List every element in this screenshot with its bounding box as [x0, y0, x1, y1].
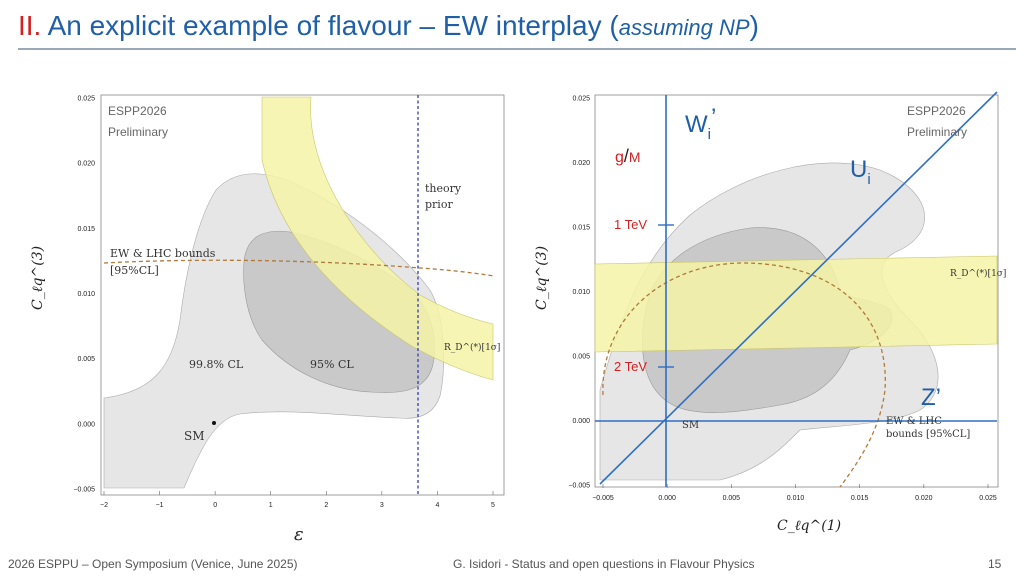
left-ytick-label: 0.020	[77, 161, 95, 168]
right-xtick-label: 0.000	[658, 495, 676, 502]
right-ew-label-1: EW & LHC	[886, 416, 942, 427]
left-ytick-label: 0.015	[77, 226, 95, 233]
left-sm-point	[212, 421, 216, 425]
right-ytick-label: −0.005	[568, 483, 590, 490]
right-watermark-2: Preliminary	[907, 125, 967, 139]
left-998-label: 99.8% CL	[189, 358, 244, 371]
right-xtick-label: 0.025	[979, 495, 997, 502]
right-1tev-label: 1 TeV	[614, 217, 647, 232]
footer-page-number: 15	[988, 557, 1002, 571]
left-ytick-label: 0.000	[77, 421, 95, 428]
right-z-label: Z’	[921, 384, 941, 411]
right-xtick-label: 0.010	[787, 495, 805, 502]
right-ytick-label: 0.025	[572, 96, 590, 103]
left-sm-label: SM	[184, 429, 205, 443]
right-plot: ESPP2026 Preliminary Wi’ Ui Z’ g/M 1 TeV…	[534, 91, 1006, 534]
right-xtick-label: −0.005	[592, 495, 614, 502]
right-xlabel: C_ℓq^(1)	[777, 518, 841, 534]
left-ytick-label: 0.010	[77, 291, 95, 298]
left-xtick-label: 3	[380, 502, 384, 509]
right-ytick-label: 0.005	[572, 354, 590, 361]
left-ytick-label: 0.005	[77, 356, 95, 363]
footer-center: G. Isidori - Status and open questions i…	[453, 557, 755, 571]
right-xtick-label: 0.005	[723, 495, 741, 502]
left-xtick-label: 5	[491, 502, 495, 509]
left-ytick-label: −0.005	[73, 487, 95, 494]
right-diagonal-line	[599, 91, 998, 485]
left-theory-label-2: prior	[425, 198, 453, 211]
right-ytick-label: 0.010	[572, 289, 590, 296]
left-plot: ESPP2026 Preliminary theory prior EW & L…	[30, 94, 505, 545]
left-theory-label-1: theory	[425, 182, 462, 195]
title-italic: assuming NP	[618, 15, 750, 40]
left-95-label: 95% CL	[310, 358, 354, 371]
left-rd-band	[261, 96, 494, 381]
right-ylabel: C_ℓq^(3)	[534, 246, 550, 310]
right-tick-labels: −0.005 0.000 0.005 0.010 0.015 0.020 0.025 0.02…	[568, 96, 996, 503]
left-xtick-label: 0	[213, 502, 217, 509]
left-xtick-label: 1	[269, 502, 273, 509]
left-ylabel: C_ℓq^(3)	[30, 246, 46, 310]
right-ytick-label: 0.015	[572, 225, 590, 232]
left-tick-labels: −2 −1 0 1 2 3 4 5 0.025 0.020 0.015 0.010 0.005 0.000…	[73, 96, 495, 510]
right-watermark-1: ESPP2026	[907, 104, 966, 118]
right-w-label: Wi’	[685, 104, 716, 143]
right-2tev-label: 2 TeV	[614, 359, 647, 374]
right-xtick-label: 0.015	[851, 495, 869, 502]
title-number: II.	[18, 10, 42, 41]
title-close: )	[749, 10, 759, 41]
left-ew-curve	[103, 259, 495, 277]
right-xtick-label: 0.020	[915, 495, 933, 502]
slide-title: II. An explicit example of flavour – EW …	[18, 10, 759, 42]
left-xtick-label: 2	[324, 502, 328, 509]
right-ytick-label: 0.020	[572, 160, 590, 167]
right-u-label: Ui	[850, 156, 871, 188]
title-main: An explicit example of flavour – EW inte…	[41, 10, 619, 41]
right-rd-label: R_D^(*)[1σ]	[950, 268, 1006, 279]
left-rd-label: R_D^(*)[1σ]	[444, 342, 500, 353]
footer-left: 2026 ESPPU – Open Symposium (Venice, Jun…	[8, 557, 298, 571]
right-ew-label-2: bounds [95%CL]	[886, 429, 970, 440]
left-watermark-2: Preliminary	[108, 125, 168, 139]
left-xtick-label: 4	[435, 502, 439, 509]
right-gm-label: g/M	[615, 146, 641, 166]
right-sm-label: SM	[682, 420, 699, 431]
left-ew-label-2: [95%CL]	[110, 264, 159, 277]
left-xtick-label: −1	[156, 502, 164, 509]
left-ytick-label: 0.025	[77, 96, 95, 103]
right-rd-band	[594, 255, 998, 353]
left-watermark-1: ESPP2026	[108, 104, 167, 118]
left-ew-label-1: EW & LHC bounds	[110, 247, 216, 260]
right-ew-curve	[602, 262, 886, 488]
left-xlabel: ε	[294, 524, 304, 545]
title-rule	[18, 48, 1016, 50]
right-ytick-label: 0.000	[572, 418, 590, 425]
left-xtick-label: −2	[100, 502, 108, 509]
